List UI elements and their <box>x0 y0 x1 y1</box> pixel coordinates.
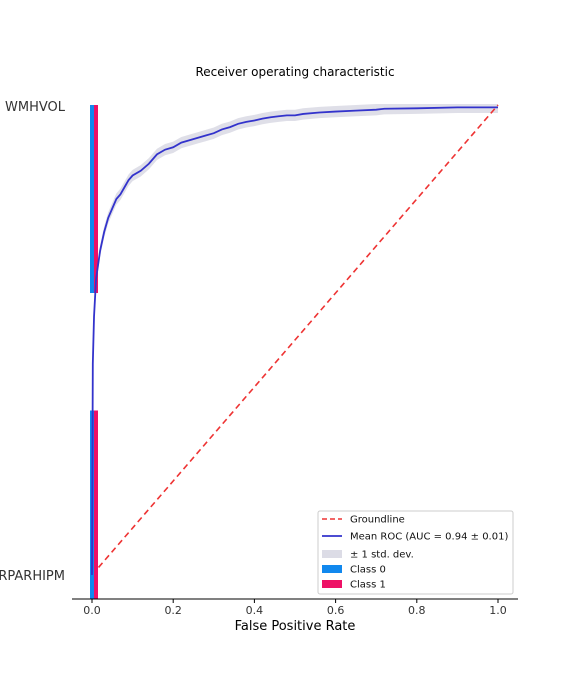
groundline-series <box>91 104 499 576</box>
x-axis-label: False Positive Rate <box>235 619 356 634</box>
row-label-wmhvol: WMHVOL <box>5 100 66 115</box>
x-tick-label: 0.6 <box>327 604 345 617</box>
legend-swatch-class1 <box>322 580 342 588</box>
row-label-rparhipm: RPARHIPM <box>0 569 65 584</box>
x-tick-label: 0.0 <box>83 604 101 617</box>
x-tick-label: 0.8 <box>408 604 426 617</box>
x-tick-label: 0.4 <box>246 604 264 617</box>
mean-roc-series <box>91 106 498 576</box>
legend-label: Class 1 <box>350 580 386 591</box>
legend-label: ± 1 std. dev. <box>350 550 414 561</box>
class1-bar-rparhipm <box>94 410 98 599</box>
x-tick-label: 1.0 <box>489 604 507 617</box>
class0-bar-wmhvol <box>90 105 94 293</box>
legend-label: Mean ROC (AUC = 0.94 ± 0.01) <box>350 532 508 543</box>
legend-swatch-class0 <box>322 565 342 573</box>
legend-label: Groundline <box>350 515 405 526</box>
legend-swatch-std-band <box>322 550 342 558</box>
legend: Groundline Mean ROC (AUC = 0.94 ± 0.01) ± … <box>317 510 514 595</box>
legend-label: Class 0 <box>350 565 386 576</box>
x-ticks: 0.0 0.2 0.4 0.6 0.8 1.0 <box>83 599 507 617</box>
chart-title: Receiver operating characteristic <box>195 65 394 79</box>
x-tick-label: 0.2 <box>164 604 182 617</box>
plot-area <box>90 104 499 599</box>
legend-box <box>317 510 514 595</box>
class1-bar-wmhvol <box>94 105 98 293</box>
